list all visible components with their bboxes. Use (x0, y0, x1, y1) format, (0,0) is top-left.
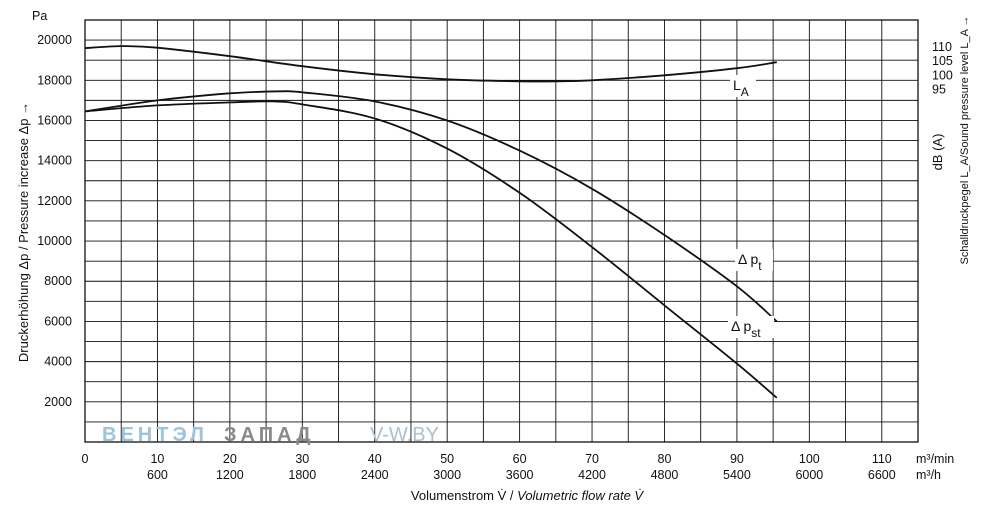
x-tick-label-secondary: 4800 (651, 468, 679, 482)
y-axis-ticks: 2000 4000 6000 8000 10000 12000 14000 16000 1800… (37, 33, 72, 409)
label-sound-level-subscript: A (741, 85, 749, 99)
y2-tick-label: 105 (932, 54, 953, 68)
y2-tick-label: 110 (932, 40, 952, 54)
y-tick-label: 18000 (37, 73, 72, 87)
y-tick-label: 16000 (37, 113, 72, 127)
chart-grid (84, 19, 919, 443)
plot-frame (84, 19, 919, 443)
label-static-pressure: Δ pst (731, 318, 761, 340)
x-axis-unit-secondary: m³/h (916, 468, 941, 482)
label-total-pressure-bg (735, 249, 773, 271)
curve-total-pressure (84, 90, 778, 323)
y-tick-label: 8000 (44, 274, 72, 288)
x-tick-label-secondary: 6600 (868, 468, 896, 482)
x-tick-label-primary: 40 (368, 452, 382, 466)
x-tick-label-secondary: 1800 (288, 468, 316, 482)
y-axis-label: Druckerhöhung Δp / Pressure increase Δp … (16, 102, 31, 362)
label-static-pressure-subscript: st (751, 326, 761, 340)
x-tick-label-secondary: 5400 (723, 468, 751, 482)
x-axis-label: Volumenstrom V̇ / Volumetric flow rate V… (411, 488, 644, 503)
label-total-pressure-main: Δ p (738, 251, 758, 267)
x-tick-label-primary: 100 (799, 452, 820, 466)
label-sound-level-bg (730, 75, 756, 97)
watermark-text-zapad: ЗАПАД (224, 424, 315, 446)
x-tick-label-secondary: 3600 (506, 468, 534, 482)
x-tick-label-primary: 20 (223, 452, 237, 466)
x-tick-label-primary: 70 (585, 452, 599, 466)
watermark: ВЕНТЭЛ ЗАПАД V-W.BY (102, 424, 439, 446)
curve-layer (84, 45, 778, 399)
label-static-pressure-main: Δ p (731, 318, 751, 334)
curve-sound-level (84, 45, 777, 83)
x-axis-ticks: 0 10 20 30 40 50 60 70 80 90 100 110 600 1200 1800 2400… (82, 452, 896, 482)
label-total-pressure: Δ pt (738, 251, 762, 273)
label-sound-level-main: L (733, 77, 741, 93)
curve-label-layer: LAΔ ptΔ pst (728, 75, 774, 340)
x-tick-label-primary: 60 (513, 452, 527, 466)
x-tick-label-primary: 90 (730, 452, 744, 466)
y-tick-label: 2000 (44, 395, 72, 409)
x-tick-label-primary: 50 (440, 452, 454, 466)
y-tick-label: 12000 (37, 194, 72, 208)
x-tick-label-secondary: 3000 (433, 468, 461, 482)
x-tick-label-primary: 110 (872, 452, 892, 466)
x-tick-label-secondary: 4200 (578, 468, 606, 482)
curve-static-pressure (84, 100, 778, 399)
x-axis-label-plain: Volumenstrom V̇ / (411, 488, 517, 503)
watermark-text-vw: V-W.BY (370, 424, 439, 446)
x-axis-unit-primary: m³/min (916, 452, 954, 466)
y-tick-label: 6000 (44, 314, 72, 328)
y-tick-label: 14000 (37, 154, 72, 168)
label-total-pressure-subscript: t (758, 259, 762, 273)
x-tick-label-secondary: 1200 (216, 468, 244, 482)
x-tick-label-secondary: 600 (147, 468, 168, 482)
y2-tick-label: 100 (932, 68, 953, 82)
y-tick-label: 4000 (44, 355, 72, 369)
y2-axis-unit: dB (A) (930, 134, 945, 171)
x-tick-label-primary: 30 (295, 452, 309, 466)
x-axis-label-italic: Volumetric flow rate V̇ (517, 488, 644, 503)
x-tick-label-primary: 10 (150, 452, 164, 466)
x-tick-label-secondary: 6000 (795, 468, 823, 482)
label-sound-level: LA (733, 77, 749, 99)
watermark-text-ventel: ВЕНТЭЛ (102, 424, 208, 446)
y2-axis-label: Schalldruckpegel L_A/Sound pressure leve… (959, 16, 971, 265)
y2-tick-label: 95 (932, 82, 946, 96)
x-tick-label-secondary: 2400 (361, 468, 389, 482)
label-static-pressure-bg (728, 316, 774, 338)
y-tick-label: 20000 (37, 33, 72, 47)
x-tick-label-primary: 80 (658, 452, 672, 466)
y-tick-label: 10000 (37, 234, 72, 248)
x-tick-label-primary: 0 (82, 452, 89, 466)
y-axis-unit: Pa (32, 9, 47, 23)
